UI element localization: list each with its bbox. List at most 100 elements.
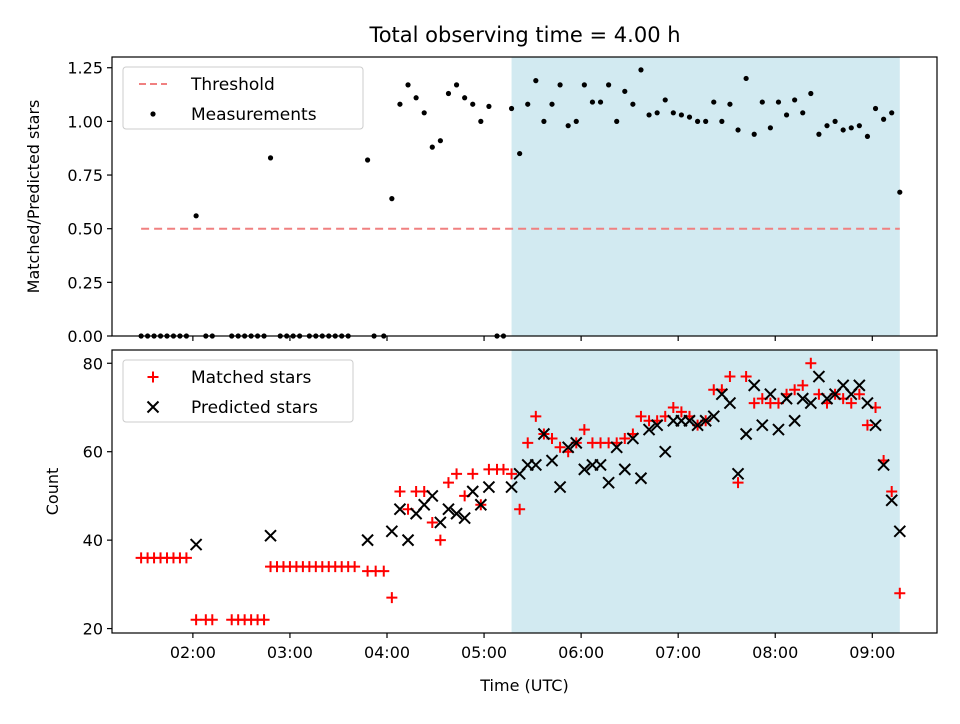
y-axis-label: Matched/Predicted stars	[24, 100, 43, 294]
ratio-panel: 0.00 0.25 0.50 0.75 1.00 1.25 Matched/Predicte…	[24, 56, 938, 346]
data-point	[437, 138, 443, 144]
data-point	[756, 418, 769, 432]
data-point	[529, 458, 543, 472]
data-point	[486, 103, 492, 109]
data-point	[789, 384, 801, 396]
data-point	[638, 67, 644, 73]
data-point	[522, 437, 534, 449]
data-point	[561, 441, 575, 454]
data-point	[462, 95, 468, 101]
legend-label: Predicted stars	[191, 398, 318, 418]
data-point	[573, 118, 579, 124]
x-tick-label: 08:00	[752, 643, 798, 662]
data-point	[767, 125, 773, 131]
data-point	[743, 75, 749, 82]
data-point	[378, 565, 390, 577]
data-point	[497, 463, 509, 475]
data-point	[597, 99, 604, 105]
count-panel: 20 40 60 80 02:00 03:00 04:00 05:00 06:00 07:00 08…	[43, 349, 938, 695]
data-point	[783, 112, 790, 118]
data-point	[805, 357, 817, 369]
axes-frame	[111, 349, 938, 634]
data-point	[453, 82, 460, 88]
data-point	[533, 78, 539, 84]
data-point	[642, 423, 656, 436]
data-point	[508, 105, 515, 112]
x-tick-label: 06:00	[558, 643, 604, 662]
data-point	[872, 105, 879, 112]
data-point	[267, 155, 274, 161]
data-point	[180, 552, 192, 564]
data-point	[619, 432, 631, 444]
data-point	[429, 144, 435, 150]
data-point	[724, 371, 736, 383]
data-point	[772, 423, 785, 436]
y-tick-label: 0.00	[67, 327, 103, 346]
y-tick-label: 1.00	[67, 112, 103, 131]
data-point	[442, 502, 455, 516]
data-point	[517, 150, 523, 157]
data-point	[796, 392, 809, 405]
data-point	[732, 477, 744, 489]
data-point	[630, 101, 636, 107]
data-point	[193, 213, 199, 219]
data-point	[747, 379, 761, 392]
observing-window-span	[511, 350, 900, 633]
data-point	[482, 480, 496, 494]
legend-box	[122, 359, 354, 423]
data-point	[610, 441, 623, 454]
data-point	[514, 503, 526, 515]
figure-title: Total observing time = 4.00 h	[368, 23, 680, 47]
data-point	[474, 498, 488, 511]
y-tick-label: 0.25	[67, 273, 103, 292]
data-point	[537, 427, 551, 441]
y-tick-label: 20	[83, 620, 103, 639]
data-point	[812, 370, 826, 383]
data-point	[723, 396, 737, 410]
x-tick-label: 02:00	[170, 643, 216, 662]
data-point	[886, 486, 898, 497]
data-point	[397, 101, 403, 107]
data-point	[824, 123, 830, 129]
y-tick-label: 60	[83, 443, 103, 462]
data-point	[385, 525, 399, 538]
y-tick-label: 1.25	[67, 59, 103, 78]
data-point	[530, 410, 542, 422]
data-point	[189, 538, 203, 551]
y-axis-label: Count	[43, 468, 62, 516]
y-tick-label: 80	[83, 354, 103, 373]
x-tick-label: 07:00	[655, 643, 701, 662]
data-point	[683, 414, 696, 427]
data-point	[578, 463, 591, 476]
data-point	[840, 127, 846, 133]
data-point	[861, 419, 873, 431]
data-point	[780, 392, 793, 405]
legend-marker	[150, 111, 156, 117]
data-point	[434, 534, 446, 546]
data-point	[853, 379, 866, 392]
data-point	[505, 480, 518, 494]
data-point	[650, 418, 664, 432]
y-tick-label: 0.75	[67, 166, 103, 185]
data-point	[549, 101, 555, 107]
data-point	[553, 480, 567, 494]
data-point	[622, 88, 628, 94]
data-point	[800, 110, 806, 116]
data-point	[386, 592, 398, 604]
legend-box	[122, 66, 364, 130]
data-point	[775, 99, 782, 105]
legend-marker	[147, 371, 159, 383]
data-point	[678, 112, 685, 118]
data-point	[545, 454, 559, 467]
legend-label: Threshold	[190, 75, 275, 95]
legend-marker	[146, 400, 160, 414]
data-point	[389, 196, 395, 202]
legend: Matched stars Predicted stars	[122, 359, 354, 423]
data-point	[626, 432, 640, 445]
data-point	[426, 516, 438, 528]
data-point	[759, 99, 765, 105]
data-point	[451, 468, 463, 480]
data-point	[466, 485, 479, 498]
data-point	[727, 101, 733, 107]
